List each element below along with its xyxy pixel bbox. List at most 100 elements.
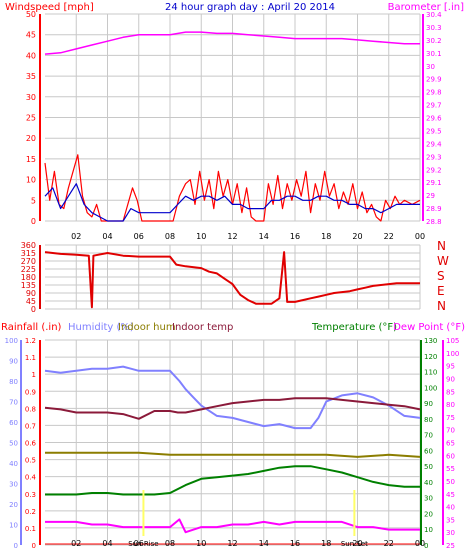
windspeed-tick-label: 15 [26, 155, 36, 164]
windspeed-tick-label: 30 [26, 93, 36, 102]
compass-label: W [437, 254, 449, 268]
temperature-tick-label: 80 [424, 416, 433, 424]
windspeed-tick-label: 25 [26, 114, 36, 123]
temperature-tick-label: 50 [424, 463, 433, 471]
compass-label: S [437, 269, 445, 283]
temperature-tick-label: 120 [424, 353, 437, 361]
direction-tick-label: 225 [21, 265, 36, 274]
sunrise-label: Sun Rise [128, 540, 158, 548]
windspeed-tick-label: 45 [26, 31, 36, 40]
humidity-tick-label: 100 [5, 337, 18, 345]
time-tick-label: 12 [227, 539, 237, 548]
barometer-tick-label: 29.2 [426, 166, 442, 174]
dewpoint-tick-label: 45 [446, 491, 455, 499]
dewpoint-tick-label: 60 [446, 452, 455, 460]
windspeed-tick-label: 20 [26, 134, 36, 143]
rainfall-tick-label: 0.7 [25, 422, 36, 430]
dewpoint-tick-label: 85 [446, 388, 455, 396]
time-tick-label: 02 [71, 232, 81, 241]
indoor-temp-line [44, 397, 421, 420]
barometer-tick-label: 30.1 [426, 50, 442, 58]
direction-tick-label: 135 [21, 281, 36, 290]
barometer-tick-label: 29.3 [426, 153, 442, 161]
barometer-ticks: 28.8 28.9 29 29.1 29.2 29.3 29.4 29.5 29.6 29.7 29… [422, 11, 442, 226]
temperature-axis-label: Temperature (°F) [311, 322, 397, 333]
dewpoint-tick-label: 70 [446, 427, 455, 435]
temperature-tick-label: 100 [424, 384, 437, 392]
direction-tick-label: 180 [21, 273, 36, 282]
temperature-tick-label: 40 [424, 479, 433, 487]
humidity-tick-label: 60 [9, 419, 18, 427]
dewpoint-tick-label: 80 [446, 401, 455, 409]
temperature-tick-label: 130 [424, 337, 437, 345]
barometer-tick-label: 29.6 [426, 115, 442, 123]
rainfall-tick-label: 0.5 [25, 457, 36, 465]
time-tick-label: 16 [290, 232, 300, 241]
windspeed-tick-label: 5 [31, 196, 36, 205]
time-tick-label: 14 [259, 539, 269, 548]
rainfall-tick-label: 1.2 [25, 337, 36, 345]
time-tick-label: 04 [102, 232, 112, 241]
chart-title: 24 hour graph day : April 20 2014 [165, 2, 335, 13]
temperature-tick-label: 10 [424, 526, 433, 534]
barometer-tick-label: 28.9 [426, 205, 442, 213]
bottom-panel-grid [45, 339, 421, 546]
barometer-tick-label: 28.8 [426, 218, 442, 226]
windspeed-avg-line [44, 183, 420, 222]
dewpoint-axis-label: Dew Point (°F) [393, 322, 465, 333]
humidity-tick-label: 50 [9, 440, 18, 448]
time-tick-label: 04 [102, 539, 112, 548]
bottom-time-ticks: 02 04 06 08 10 12 14 16 18 20 22 00 [71, 539, 425, 548]
dewpoint-tick-label: 105 [446, 337, 459, 345]
humidity-tick-label: 70 [9, 399, 18, 407]
humidity-tick-label: 90 [9, 358, 18, 366]
top-series [44, 31, 421, 222]
time-tick-label: 00 [415, 539, 425, 548]
dewpoint-tick-label: 40 [446, 504, 455, 512]
rainfall-axis-label: Rainfall (.in) [1, 322, 62, 333]
windspeed-tick-label: 40 [26, 51, 36, 60]
direction-panel-grid [45, 244, 421, 310]
time-tick-label: 08 [165, 232, 175, 241]
dewpoint-tick-label: 30 [446, 529, 455, 537]
direction-tick-label: 360 [21, 241, 36, 250]
top-panel-grid [45, 13, 421, 222]
time-tick-label: 22 [384, 232, 394, 241]
barometer-tick-label: 29.7 [426, 102, 442, 110]
dewpoint-tick-label: 65 [446, 440, 455, 448]
rainfall-tick-label: 0.9 [25, 388, 36, 396]
sunset-label: Sun Set [341, 540, 368, 548]
barometer-tick-label: 30 [426, 63, 435, 71]
rainfall-tick-label: 0.6 [25, 440, 37, 448]
time-tick-label: 06 [134, 232, 144, 241]
rainfall-tick-label: 0.2 [25, 508, 36, 516]
temperature-tick-label: 0 [424, 542, 428, 550]
dewpoint-tick-label: 100 [446, 350, 459, 358]
windspeed-tick-label: 0 [31, 217, 36, 226]
windspeed-tick-label: 35 [26, 72, 36, 81]
temperature-tick-label: 90 [424, 400, 433, 408]
time-tick-label: 00 [415, 232, 425, 241]
temperature-tick-label: 20 [424, 510, 433, 518]
dewpoint-tick-label: 25 [446, 542, 455, 550]
barometer-tick-label: 29.8 [426, 89, 442, 97]
bottom-series [44, 365, 421, 545]
barometer-tick-label: 30.4 [426, 11, 442, 19]
humidity-tick-label: 40 [9, 460, 18, 468]
rainfall-tick-label: 1.1 [25, 354, 36, 362]
barometer-line [44, 31, 420, 55]
temperature-line [45, 465, 420, 496]
barometer-tick-label: 30.2 [426, 37, 442, 45]
rainfall-tick-label: 0.4 [25, 474, 37, 482]
time-tick-label: 18 [321, 539, 331, 548]
rainfall-tick-label: 0.8 [25, 405, 36, 413]
time-tick-label: 06 [134, 539, 144, 548]
dewpoint-tick-label: 75 [446, 414, 455, 422]
windspeed-gust-line [44, 154, 421, 222]
rainfall-tick-label: 0.1 [25, 525, 36, 533]
time-tick-label: 12 [227, 232, 237, 241]
temperature-tick-label: 60 [424, 447, 433, 455]
direction-tick-label: 90 [26, 289, 36, 298]
